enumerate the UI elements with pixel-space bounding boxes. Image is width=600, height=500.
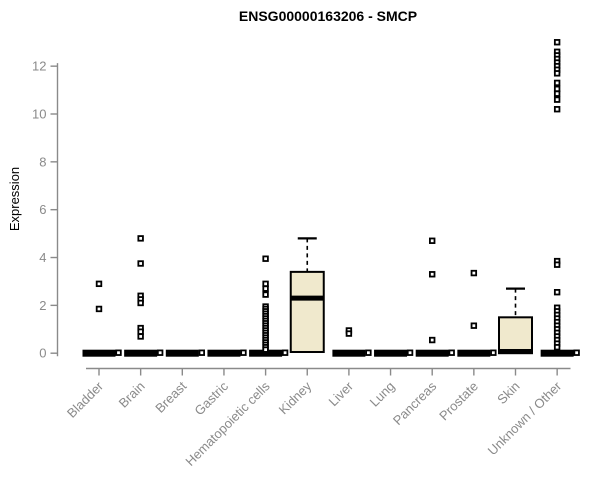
x-tick-label-kidney: Kidney	[276, 378, 315, 417]
x-tick-label-liver: Liver	[325, 378, 356, 409]
x-tick-label-prostate: Prostate	[436, 379, 481, 424]
zero-point-liver	[365, 349, 372, 356]
collapsed-box-liver	[332, 349, 366, 357]
outlier-point	[553, 39, 561, 46]
x-tick-label-skin: Skin	[494, 379, 522, 407]
zero-point-lung	[406, 349, 414, 356]
collapsed-box-breast	[165, 349, 199, 357]
y-tick-label: 6	[39, 202, 46, 217]
outlier-point	[262, 291, 269, 298]
zero-point-prostate	[490, 349, 497, 356]
collapsed-box-hematopoietic-cells	[249, 349, 283, 357]
outlier-point	[137, 260, 144, 267]
outlier-point	[262, 255, 269, 262]
outlier-point	[553, 79, 561, 87]
y-tick-label: 0	[39, 346, 46, 361]
outlier-point	[470, 269, 478, 277]
outlier-point	[137, 333, 144, 340]
zero-point-pancreas	[448, 349, 455, 356]
outlier-point	[470, 322, 478, 329]
outlier-point	[95, 280, 103, 288]
collapsed-box-prostate	[457, 349, 491, 357]
collapsed-box-bladder	[82, 349, 116, 357]
x-tick-label-bladder: Bladder	[64, 378, 107, 421]
collapsed-box-unknown-other	[540, 349, 574, 357]
zero-point-unknown-other	[573, 349, 580, 356]
y-axis-label: Expression	[7, 167, 22, 231]
y-tick-label: 8	[39, 154, 46, 169]
outlier-point	[553, 261, 561, 268]
zero-point-breast	[198, 349, 205, 356]
chart-title: ENSG00000163206 - SMCP	[239, 8, 417, 24]
collapsed-box-pancreas	[415, 349, 449, 357]
outlier-point	[345, 330, 353, 337]
outlier-point	[553, 289, 561, 296]
outlier-point	[553, 70, 561, 77]
outlier-point	[428, 271, 436, 278]
y-tick-label: 4	[39, 250, 46, 265]
outlier-point	[553, 96, 561, 103]
x-tick-label-brain: Brain	[116, 379, 148, 411]
outlier-point	[137, 235, 144, 242]
zero-point-brain	[156, 349, 164, 356]
zero-point-gastric	[240, 349, 247, 356]
outlier-point	[95, 305, 103, 313]
x-tick-label-breast: Breast	[152, 378, 189, 415]
outlier-point	[262, 346, 269, 353]
outlier-point	[553, 106, 561, 113]
outlier-point	[137, 299, 144, 307]
outlier-point	[428, 237, 436, 244]
outlier-point	[262, 285, 269, 292]
outlier-point	[428, 336, 436, 344]
x-tick-label-unknown-other: Unknown / Other	[485, 378, 565, 458]
x-tick-label-gastric: Gastric	[191, 378, 231, 418]
y-tick-label: 10	[32, 107, 46, 122]
outlier-point	[553, 344, 561, 351]
box-skin	[498, 316, 533, 355]
x-tick-label-lung: Lung	[367, 379, 398, 410]
collapsed-box-gastric	[207, 349, 241, 357]
y-tick-label: 2	[39, 298, 46, 313]
box-kidney	[289, 270, 325, 354]
y-tick-label: 12	[32, 59, 46, 74]
collapsed-box-lung	[374, 349, 408, 357]
collapsed-box-brain	[124, 349, 158, 357]
zero-point-hematopoietic-cells	[281, 349, 289, 356]
zero-point-bladder	[115, 349, 122, 356]
outlier-point	[553, 90, 561, 97]
x-tick-label-pancreas: Pancreas	[390, 378, 440, 428]
